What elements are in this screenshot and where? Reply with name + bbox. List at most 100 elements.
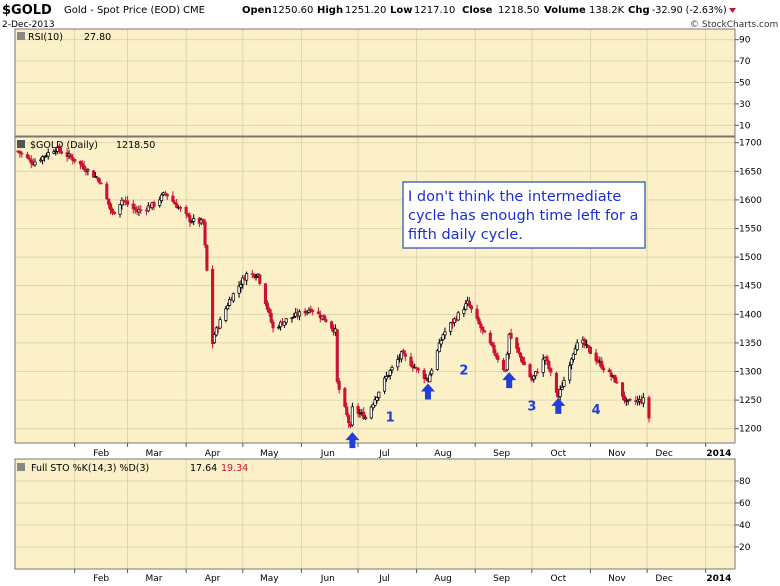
y-tick-label: 10 (739, 121, 751, 131)
candle (479, 321, 483, 333)
y-tick-label: 90 (739, 36, 751, 46)
candle (277, 324, 281, 330)
candle (549, 367, 553, 377)
candle (435, 349, 439, 371)
candle (422, 367, 426, 384)
x-tick-label: Dec (655, 449, 672, 459)
candle (237, 281, 241, 298)
candle (613, 374, 617, 383)
candle (241, 274, 245, 289)
close-value: 1218.50 (498, 5, 539, 16)
candle (258, 273, 262, 286)
candle (92, 169, 96, 178)
candle (594, 348, 598, 365)
candle (467, 297, 472, 308)
candle (573, 344, 577, 355)
chg-value: -32.90 (-2.63%) (652, 5, 727, 16)
high-label: High (317, 5, 343, 16)
volume-value: 138.2K (589, 5, 625, 16)
candle (515, 337, 519, 353)
rsi-legend: RSI(10) (28, 32, 63, 43)
candle (401, 348, 405, 355)
y-tick-label: 40 (739, 521, 751, 531)
stochastic-panel: Full STO %K(14,3) %D(3) 17.64 19.34 20 40… (14, 458, 751, 584)
close-label: Close (462, 5, 493, 16)
candle (146, 202, 150, 213)
cycle-label: 2 (459, 363, 468, 378)
chart-date: 2-Dec-2013 (2, 20, 55, 30)
x-tick-label: Aug (434, 574, 452, 584)
x-tick-label: Mar (146, 449, 163, 459)
up-arrow-icon (502, 372, 517, 389)
x-tick-label: Nov (608, 574, 626, 584)
candle (503, 369, 507, 373)
x-tick-label: Feb (93, 449, 109, 459)
up-arrow-icon (345, 432, 360, 449)
price-panel-border (14, 136, 736, 444)
x-tick-label: Jul (378, 574, 390, 584)
candle (78, 160, 82, 170)
candle (41, 155, 45, 165)
candle (20, 151, 24, 158)
candle (545, 354, 549, 365)
x-tick-label: Jun (320, 449, 335, 459)
symbol-title: $GOLD (2, 3, 52, 18)
candle (29, 155, 33, 169)
annotation-border (402, 181, 646, 249)
candle (430, 368, 434, 377)
candle (522, 356, 526, 366)
candle (297, 309, 302, 321)
candle (337, 377, 341, 394)
candle (388, 369, 392, 380)
candle (160, 192, 164, 204)
sto-marker-icon (17, 463, 25, 471)
candle (441, 333, 445, 341)
candle (641, 392, 645, 408)
cycle-label: 1 (386, 410, 395, 425)
y-tick-label: 1300 (739, 368, 762, 378)
candle (464, 299, 468, 311)
candle (505, 351, 509, 372)
cycle-label: 3 (527, 399, 536, 414)
y-tick-label: 1400 (739, 310, 762, 320)
sto-panel-border (14, 458, 736, 570)
candle (609, 369, 613, 381)
x-tick-label: Nov (608, 449, 626, 459)
candle (330, 320, 334, 332)
candle (239, 280, 243, 293)
candle (583, 337, 587, 349)
y-tick-label: 1550 (739, 225, 762, 235)
y-tick-label: 80 (739, 477, 751, 487)
candle (112, 211, 116, 215)
y-tick-label: 1650 (739, 167, 762, 177)
x-tick-label: Mar (146, 574, 163, 584)
candle (27, 155, 31, 162)
candle (490, 341, 494, 348)
candle (375, 396, 379, 404)
candle (621, 382, 625, 401)
candle (343, 386, 347, 408)
candle (52, 149, 56, 155)
candle (403, 350, 407, 362)
rsi-legend-value: 27.80 (84, 32, 111, 43)
candle (364, 415, 368, 421)
chg-label: Chg (628, 5, 650, 16)
candle (93, 171, 98, 178)
candle (212, 332, 217, 344)
x-tick-label: Oct (551, 574, 567, 584)
candle (532, 375, 536, 383)
candle (263, 282, 268, 307)
candle (345, 402, 349, 417)
y-tick-label: 1450 (739, 282, 762, 292)
candle (373, 395, 377, 407)
candle (80, 159, 84, 170)
candle (494, 349, 498, 359)
y-tick-label: 1200 (739, 425, 762, 435)
x-tick-label: Apr (205, 574, 221, 584)
x-tick-label: Sep (493, 449, 510, 459)
candle (622, 391, 626, 404)
candle (139, 205, 143, 214)
candle (267, 306, 271, 317)
volume-label: Volume (544, 5, 586, 16)
